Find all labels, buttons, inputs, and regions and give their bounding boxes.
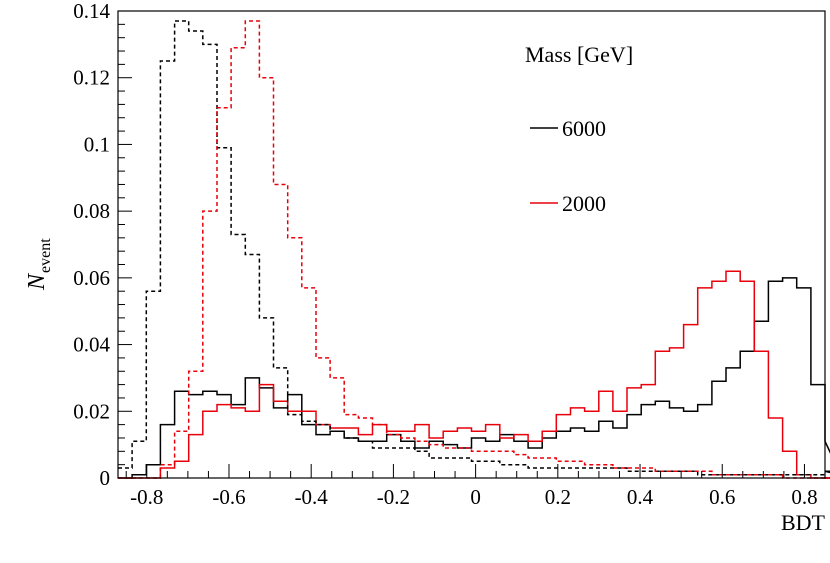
x-tick-label: 0.8: [791, 485, 817, 509]
labels-layer: -0.8 -0.6 -0.4 -0.2 0 0.2 0.4 0.6 0.8 0 0.02 0.04 0.…: [73, 0, 817, 509]
x-tick-label: 0.2: [545, 485, 571, 509]
legend-label-6000: 6000: [562, 116, 606, 141]
x-tick-label: -0.4: [295, 485, 329, 509]
y-tick-label: 0.14: [73, 0, 110, 23]
y-axis-title: Nevent: [24, 238, 54, 291]
ticks-layer: [118, 10, 826, 479]
series-6000-background: [118, 20, 830, 479]
plot-frame: [117, 10, 826, 479]
x-tick-label: 0: [470, 485, 481, 509]
legend-label-2000: 2000: [562, 191, 606, 216]
x-tick-label: -0.6: [212, 485, 245, 509]
legend: Mass [GeV] 6000 2000: [525, 42, 633, 216]
series-6000-signal: [118, 277, 830, 479]
series-2000-background: [118, 20, 830, 479]
y-tick-label: 0.08: [73, 199, 110, 223]
x-tick-label: 0.4: [627, 485, 654, 509]
legend-title: Mass [GeV]: [525, 42, 633, 67]
y-axis-title-main: N: [24, 272, 50, 291]
y-tick-label: 0.1: [84, 132, 110, 156]
x-tick-label: -0.8: [130, 485, 163, 509]
x-axis-title: BDT: [781, 510, 826, 535]
y-tick-label: 0.06: [73, 266, 110, 290]
series-2000-signal: [118, 270, 830, 479]
y-axis-title-subscript: event: [37, 238, 54, 273]
y-tick-label: 0: [100, 466, 111, 490]
y-tick-label: 0.12: [73, 66, 110, 90]
y-tick-label: 0.02: [73, 399, 110, 423]
series-layer: [118, 20, 830, 479]
x-tick-label: 0.6: [709, 485, 735, 509]
x-tick-label: -0.2: [377, 485, 410, 509]
y-tick-label: 0.04: [73, 333, 110, 357]
